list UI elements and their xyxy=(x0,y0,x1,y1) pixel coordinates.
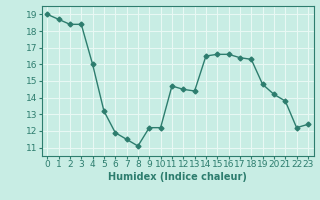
X-axis label: Humidex (Indice chaleur): Humidex (Indice chaleur) xyxy=(108,172,247,182)
